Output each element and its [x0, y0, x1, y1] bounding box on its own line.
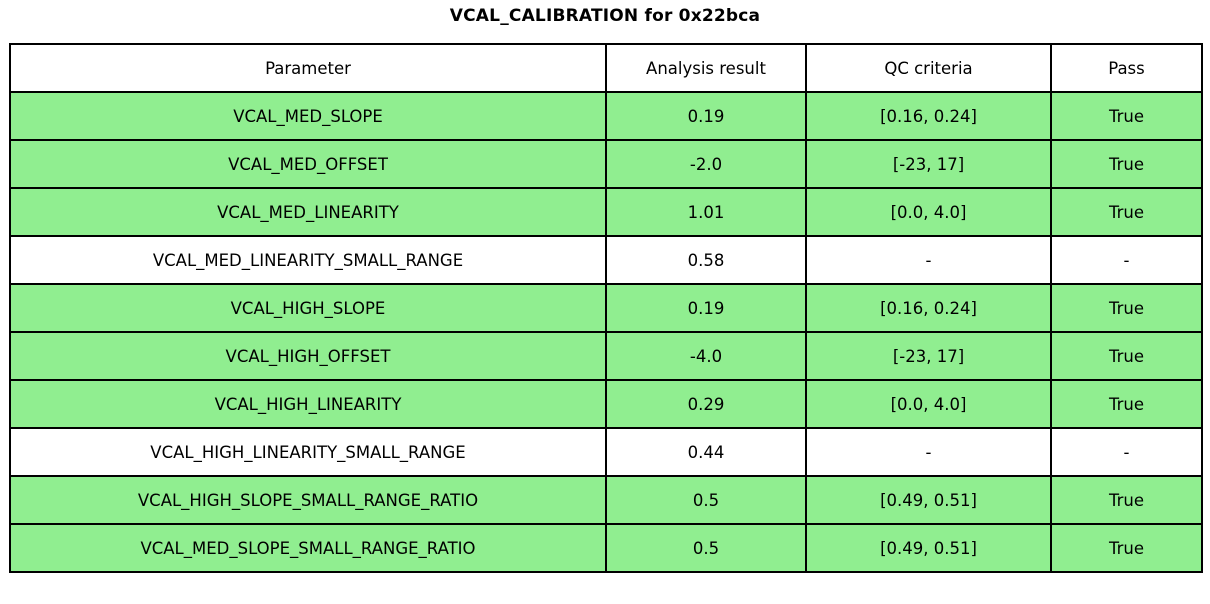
cell-pass: -: [1050, 427, 1203, 477]
cell-qc-criteria: -: [805, 427, 1052, 477]
table-body: VCAL_MED_SLOPE 0.19 [0.16, 0.24] True VC…: [9, 91, 1203, 573]
table-row: VCAL_HIGH_SLOPE_SMALL_RANGE_RATIO 0.5 [0…: [9, 475, 1203, 525]
table-row: VCAL_MED_LINEARITY 1.01 [0.0, 4.0] True: [9, 187, 1203, 237]
cell-analysis-result: 0.19: [605, 91, 807, 141]
table-row: VCAL_MED_LINEARITY_SMALL_RANGE 0.58 - -: [9, 235, 1203, 285]
cell-pass: True: [1050, 139, 1203, 189]
cell-qc-criteria: [0.16, 0.24]: [805, 283, 1052, 333]
cell-analysis-result: 0.5: [605, 475, 807, 525]
table-row: VCAL_HIGH_LINEARITY_SMALL_RANGE 0.44 - -: [9, 427, 1203, 477]
cell-pass: True: [1050, 187, 1203, 237]
cell-analysis-result: 0.29: [605, 379, 807, 429]
cell-parameter: VCAL_HIGH_LINEARITY: [9, 379, 607, 429]
cell-parameter: VCAL_HIGH_SLOPE_SMALL_RANGE_RATIO: [9, 475, 607, 525]
cell-pass: True: [1050, 331, 1203, 381]
table-row: VCAL_HIGH_OFFSET -4.0 [-23, 17] True: [9, 331, 1203, 381]
cell-pass: True: [1050, 91, 1203, 141]
figure-title: VCAL_CALIBRATION for 0x22bca: [449, 6, 761, 26]
cell-qc-criteria: [0.0, 4.0]: [805, 187, 1052, 237]
table-row: VCAL_MED_SLOPE_SMALL_RANGE_RATIO 0.5 [0.…: [9, 523, 1203, 573]
cell-analysis-result: 0.5: [605, 523, 807, 573]
cell-pass: -: [1050, 235, 1203, 285]
column-header-qc-criteria: QC criteria: [805, 43, 1052, 93]
cell-qc-criteria: [-23, 17]: [805, 331, 1052, 381]
cell-pass: True: [1050, 379, 1203, 429]
cell-parameter: VCAL_HIGH_LINEARITY_SMALL_RANGE: [9, 427, 607, 477]
cell-analysis-result: 0.58: [605, 235, 807, 285]
cell-parameter: VCAL_MED_LINEARITY: [9, 187, 607, 237]
column-header-analysis-result: Analysis result: [605, 43, 807, 93]
qc-results-table: Parameter Analysis result QC criteria Pa…: [9, 43, 1203, 573]
cell-analysis-result: -4.0: [605, 331, 807, 381]
cell-pass: True: [1050, 283, 1203, 333]
cell-qc-criteria: [0.0, 4.0]: [805, 379, 1052, 429]
table-row: VCAL_MED_SLOPE 0.19 [0.16, 0.24] True: [9, 91, 1203, 141]
cell-pass: True: [1050, 475, 1203, 525]
table-header-row: Parameter Analysis result QC criteria Pa…: [9, 43, 1203, 93]
cell-qc-criteria: [-23, 17]: [805, 139, 1052, 189]
column-header-pass: Pass: [1050, 43, 1203, 93]
cell-parameter: VCAL_MED_SLOPE_SMALL_RANGE_RATIO: [9, 523, 607, 573]
cell-parameter: VCAL_HIGH_OFFSET: [9, 331, 607, 381]
cell-analysis-result: 0.44: [605, 427, 807, 477]
cell-qc-criteria: [0.49, 0.51]: [805, 475, 1052, 525]
cell-parameter: VCAL_MED_SLOPE: [9, 91, 607, 141]
cell-qc-criteria: [0.16, 0.24]: [805, 91, 1052, 141]
cell-parameter: VCAL_MED_LINEARITY_SMALL_RANGE: [9, 235, 607, 285]
cell-analysis-result: 0.19: [605, 283, 807, 333]
cell-qc-criteria: -: [805, 235, 1052, 285]
column-header-parameter: Parameter: [9, 43, 607, 93]
cell-analysis-result: -2.0: [605, 139, 807, 189]
table-row: VCAL_HIGH_SLOPE 0.19 [0.16, 0.24] True: [9, 283, 1203, 333]
table-row: VCAL_MED_OFFSET -2.0 [-23, 17] True: [9, 139, 1203, 189]
cell-parameter: VCAL_MED_OFFSET: [9, 139, 607, 189]
table-row: VCAL_HIGH_LINEARITY 0.29 [0.0, 4.0] True: [9, 379, 1203, 429]
cell-pass: True: [1050, 523, 1203, 573]
cell-qc-criteria: [0.49, 0.51]: [805, 523, 1052, 573]
cell-parameter: VCAL_HIGH_SLOPE: [9, 283, 607, 333]
cell-analysis-result: 1.01: [605, 187, 807, 237]
